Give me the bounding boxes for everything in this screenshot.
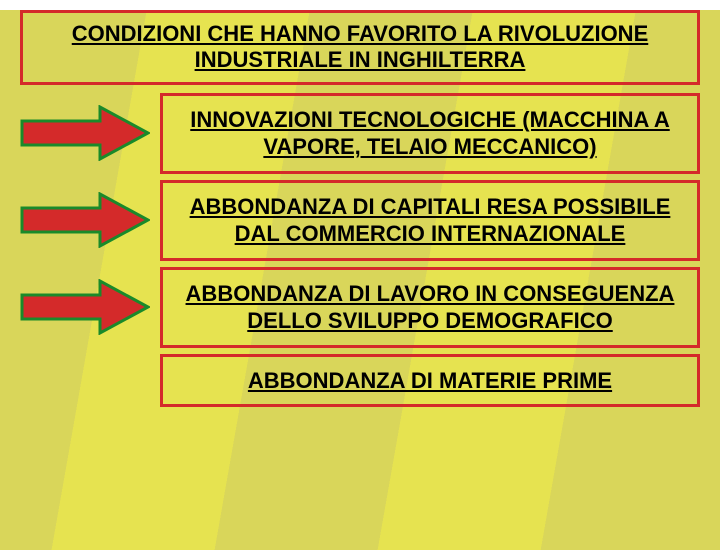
arrow-right-icon xyxy=(20,192,150,248)
arrow-cell xyxy=(10,267,160,348)
item-row: ABBONDANZA DI MATERIE PRIME xyxy=(10,354,700,408)
item-text: ABBONDANZA DI CAPITALI RESA POSSIBILE DA… xyxy=(190,194,671,247)
item-box-2: ABBONDANZA DI CAPITALI RESA POSSIBILE DA… xyxy=(160,180,700,261)
item-text: INNOVAZIONI TECNOLOGICHE (MACCHINA A VAP… xyxy=(190,107,670,160)
item-box-1: INNOVAZIONI TECNOLOGICHE (MACCHINA A VAP… xyxy=(160,93,700,174)
arrow-cell xyxy=(10,180,160,261)
item-text: ABBONDANZA DI LAVORO IN CONSEGUENZA DELL… xyxy=(186,281,675,334)
arrow-right-icon xyxy=(20,105,150,161)
arrow-cell-empty xyxy=(10,354,160,408)
slide-content: CONDIZIONI CHE HANNO FAVORITO LA RIVOLUZ… xyxy=(0,10,720,407)
arrow-cell xyxy=(10,93,160,174)
item-row: INNOVAZIONI TECNOLOGICHE (MACCHINA A VAP… xyxy=(10,93,700,174)
item-box-4: ABBONDANZA DI MATERIE PRIME xyxy=(160,354,700,408)
title-box: CONDIZIONI CHE HANNO FAVORITO LA RIVOLUZ… xyxy=(20,10,700,85)
item-row: ABBONDANZA DI CAPITALI RESA POSSIBILE DA… xyxy=(10,180,700,261)
item-text: ABBONDANZA DI MATERIE PRIME xyxy=(248,368,612,393)
arrow-right-icon xyxy=(20,279,150,335)
title-text: CONDIZIONI CHE HANNO FAVORITO LA RIVOLUZ… xyxy=(72,21,649,72)
item-box-3: ABBONDANZA DI LAVORO IN CONSEGUENZA DELL… xyxy=(160,267,700,348)
item-row: ABBONDANZA DI LAVORO IN CONSEGUENZA DELL… xyxy=(10,267,700,348)
